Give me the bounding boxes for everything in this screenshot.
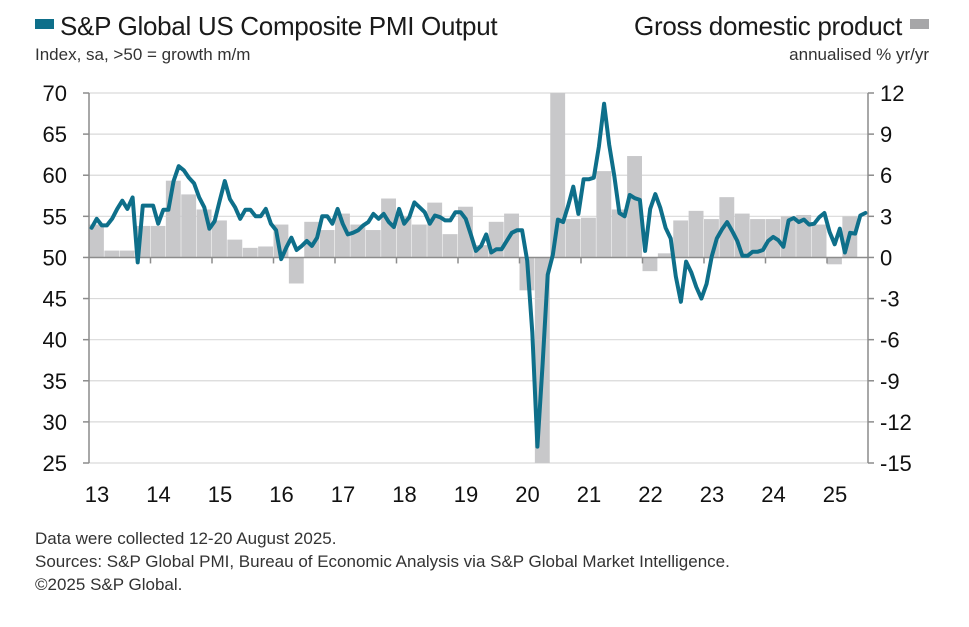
x-axis-tick-label: 14 bbox=[146, 482, 170, 507]
left-axis-tick-label: 40 bbox=[43, 328, 67, 353]
right-axis-tick-label: 6 bbox=[880, 163, 892, 188]
left-axis-tick-label: 30 bbox=[43, 410, 67, 435]
right-axis-tick-label: 12 bbox=[880, 81, 904, 106]
right-axis-tick-label: -3 bbox=[880, 287, 900, 312]
left-axis-tick-label: 45 bbox=[43, 287, 67, 312]
gdp-bar bbox=[365, 230, 381, 258]
right-axis-subtitle: annualised % yr/yr bbox=[789, 45, 929, 64]
axes bbox=[83, 92, 874, 464]
right-axis-tick-label: -15 bbox=[880, 451, 912, 476]
right-axis-tick-label: 3 bbox=[880, 204, 892, 229]
x-axis-tick-label: 15 bbox=[208, 482, 232, 507]
gdp-bar bbox=[319, 230, 335, 258]
gdp-bar bbox=[227, 239, 243, 258]
x-axis-tick-label: 23 bbox=[700, 482, 724, 507]
chart-plot: 70656055504540353025129630-3-6-9-12-1513… bbox=[43, 81, 912, 507]
pmi-legend-swatch bbox=[35, 19, 54, 30]
x-axis-tick-label: 20 bbox=[515, 482, 539, 507]
gdp-bar bbox=[611, 209, 627, 258]
gdp-bar bbox=[811, 224, 827, 258]
gdp-bar bbox=[581, 217, 596, 258]
gdp-bar bbox=[550, 93, 566, 258]
left-axis-tick-label: 60 bbox=[43, 163, 67, 188]
legend-gdp: Gross domestic product bbox=[634, 10, 929, 42]
x-axis-tick-label: 25 bbox=[823, 482, 847, 507]
left-axis-tick-label: 35 bbox=[43, 369, 67, 394]
gdp-bar bbox=[750, 219, 765, 258]
gdp-bar bbox=[335, 213, 350, 258]
gdp-bar bbox=[719, 197, 735, 258]
gdp-bar bbox=[104, 250, 120, 258]
right-axis-tick-label: -12 bbox=[880, 410, 912, 435]
gdp-legend-label: Gross domestic product bbox=[634, 11, 902, 41]
x-axis-tick-label: 21 bbox=[577, 482, 601, 507]
gdp-bar bbox=[89, 224, 104, 258]
pmi-legend-label: S&P Global US Composite PMI Output bbox=[60, 11, 498, 41]
tick-labels: 70656055504540353025129630-3-6-9-12-1513… bbox=[43, 81, 912, 507]
gdp-bar bbox=[150, 225, 166, 258]
gdp-bar bbox=[657, 253, 673, 258]
gdp-bar bbox=[596, 171, 612, 258]
gdp-bar bbox=[288, 257, 304, 284]
left-axis-tick-label: 50 bbox=[43, 245, 67, 270]
right-axis-tick-label: 0 bbox=[880, 245, 892, 270]
pmi-line-group bbox=[89, 101, 868, 449]
gdp-bar bbox=[181, 194, 197, 258]
gdp-legend-swatch bbox=[910, 19, 929, 30]
x-axis-tick-label: 18 bbox=[392, 482, 416, 507]
footer-collection-note: Data were collected 12-20 August 2025. bbox=[35, 529, 337, 548]
x-axis-tick-label: 17 bbox=[331, 482, 355, 507]
right-axis-tick-label: 9 bbox=[880, 122, 892, 147]
gdp-bar bbox=[827, 257, 842, 265]
gdp-bar bbox=[565, 219, 581, 258]
left-axis-subtitle: Index, sa, >50 = growth m/m bbox=[35, 45, 251, 64]
gdp-bars bbox=[89, 93, 858, 463]
x-axis-tick-label: 24 bbox=[761, 482, 785, 507]
gdp-bar bbox=[196, 209, 212, 258]
footer-sources: Sources: S&P Global PMI, Bureau of Econo… bbox=[35, 552, 730, 571]
gdp-bar bbox=[119, 250, 135, 258]
gdp-bar bbox=[411, 224, 427, 258]
gdp-bar bbox=[642, 257, 658, 272]
gdp-bar bbox=[458, 206, 473, 258]
gdp-bar bbox=[427, 202, 443, 258]
gdp-bar bbox=[673, 220, 689, 258]
gdp-bar bbox=[688, 210, 704, 258]
left-axis-tick-label: 55 bbox=[43, 204, 67, 229]
footer-copyright: ©2025 S&P Global. bbox=[35, 575, 183, 594]
left-axis-tick-label: 25 bbox=[43, 451, 67, 476]
gdp-bar bbox=[212, 220, 227, 258]
x-axis-tick-label: 19 bbox=[454, 482, 478, 507]
gridlines bbox=[89, 92, 868, 464]
legend-pmi: S&P Global US Composite PMI Output bbox=[35, 10, 498, 42]
right-axis-tick-label: -9 bbox=[880, 369, 900, 394]
footer-notes: Data were collected 12-20 August 2025. S… bbox=[35, 527, 730, 596]
gdp-bar bbox=[258, 246, 273, 258]
gdp-bar bbox=[396, 216, 412, 258]
x-axis-tick-label: 13 bbox=[85, 482, 109, 507]
left-axis-tick-label: 65 bbox=[43, 122, 67, 147]
gdp-bar bbox=[627, 156, 642, 258]
gdp-bar bbox=[442, 234, 458, 258]
x-axis-tick-label: 16 bbox=[269, 482, 293, 507]
gdp-bar bbox=[242, 247, 258, 258]
gdp-bar bbox=[304, 221, 320, 258]
x-axis-tick-label: 22 bbox=[638, 482, 662, 507]
right-axis-tick-label: -6 bbox=[880, 328, 900, 353]
left-axis-tick-label: 70 bbox=[43, 81, 67, 106]
pmi-line bbox=[89, 101, 868, 449]
